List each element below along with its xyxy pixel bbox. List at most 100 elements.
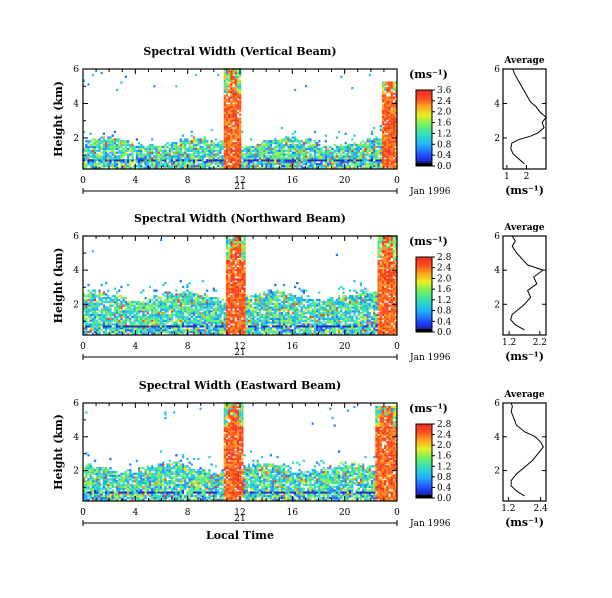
heatmap-cell [107,327,110,330]
heatmap-cell [243,325,246,328]
heatmap-cell [285,140,288,143]
heatmap-cell [195,138,198,141]
heatmap-cell [256,159,259,162]
heatmap-cell [159,312,163,315]
heatmap-cell [243,308,246,311]
heatmap-cell [188,142,191,145]
heatmap-cell [243,310,246,313]
heatmap-cell [175,315,178,319]
heatmap-cell [181,306,185,309]
colorbar-swatch [416,110,432,114]
heatmap-cell [236,317,240,320]
heatmap-cell [184,164,187,168]
heatmap-cell [232,107,235,111]
heatmap-cell [333,321,336,324]
heatmap-cell [243,147,246,150]
heatmap-cell [265,327,268,330]
heatmap-cell [289,313,292,317]
heatmap-cell [129,330,132,334]
heatmap-cell [173,164,176,168]
heatmap-cell [256,325,259,328]
heatmap-cell [335,302,338,305]
heatmap-cell [243,161,246,164]
heatmap-cell [324,330,327,334]
heatmap-cell [247,332,250,335]
heatmap-cell [386,164,389,168]
heatmap-cell [263,317,266,320]
heatmap-cell [340,315,343,319]
heatmap-cell [175,157,178,160]
heatmap-cell [223,132,226,135]
heatmap-cell [359,145,363,149]
heatmap-cell [201,312,204,315]
heatmap-cell [219,328,222,332]
heatmap-cell [190,325,193,328]
heatmap-cell [390,128,393,132]
heatmap-cell [236,248,240,251]
heatmap-cell [159,162,163,166]
heatmap-cell [188,282,191,285]
heatmap-cell [384,123,387,126]
heatmap-cell [118,140,121,143]
heatmap-cell [258,161,261,164]
heatmap-cell [135,302,138,305]
heatmap-cell [225,117,229,120]
heatmap-cell [87,140,90,143]
heatmap-cell [239,109,242,113]
heatmap-cell [214,323,218,326]
heatmap-cell [395,87,398,90]
heatmap-cell [214,319,218,322]
heatmap-cell [230,136,233,139]
heatmap-cell [120,332,123,335]
heatmap-cell [236,321,240,324]
heatmap-cell [225,291,229,294]
heatmap-cell [164,295,167,298]
heatmap-cell [344,297,347,300]
heatmap-cell [225,151,229,154]
heatmap-cell [316,327,319,330]
heatmap-cell [239,73,242,77]
heatmap-cell [85,323,88,326]
heatmap-cell [327,315,330,319]
heatmap-cell [98,302,101,305]
heatmap-cell [234,166,237,169]
heatmap-cell [155,289,158,292]
heatmap-cell [118,315,121,319]
heatmap-cell [388,164,391,168]
heatmap-cell [155,323,158,326]
heatmap-cell [241,145,244,149]
heatmap-cell [280,153,283,156]
heatmap-cell [162,293,165,296]
heatmap-cell [346,328,349,332]
heatmap-cell [105,153,108,156]
heatmap-cell [252,310,255,313]
heatmap-cell [254,155,257,158]
heatmap-cell [280,300,283,304]
heatmap-cell [243,283,246,287]
heatmap-cell [373,147,376,150]
heatmap-cell [100,151,103,154]
heatmap-cell [232,313,235,317]
heatmap-cell [269,297,272,300]
heatmap-cell [250,325,253,328]
heatmap-cell [223,70,226,73]
heatmap-cell [228,145,231,149]
heatmap-cell [375,155,378,158]
heatmap-cell [245,313,248,317]
heatmap-cell [267,153,270,156]
heatmap-cell [133,332,136,335]
heatmap-cell [375,140,378,143]
heatmap-cell [186,293,189,296]
heatmap-cell [300,313,303,317]
heatmap-cell [384,96,387,99]
heatmap-cell [102,310,105,313]
heatmap-cell [294,319,297,322]
heatmap-cell [206,327,209,330]
heatmap-cell [217,164,220,168]
heatmap-cell [311,143,314,147]
average-x-tick-label: 1 [504,172,510,182]
heatmap-cell [225,268,229,272]
heatmap-cell [234,330,237,334]
heatmap-cell [342,317,345,320]
heatmap-cell [261,321,264,324]
